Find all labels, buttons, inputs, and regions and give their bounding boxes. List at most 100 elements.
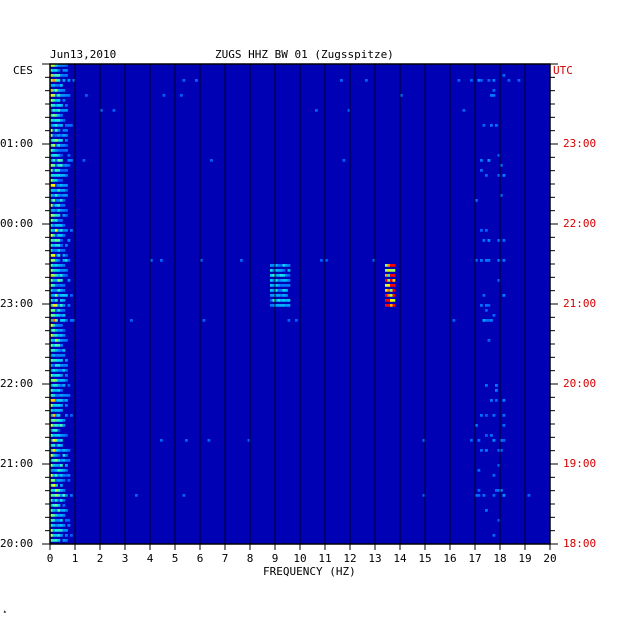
heatmap-cell (492, 314, 496, 317)
heatmap-cell (60, 74, 63, 77)
heatmap-cell (502, 239, 506, 242)
heatmap-cell (52, 519, 56, 522)
heatmap-cell (52, 414, 56, 417)
heatmap-cell (52, 324, 56, 327)
heatmap-cell (527, 494, 531, 497)
heatmap-cell (60, 434, 63, 437)
heatmap-cell (55, 244, 58, 247)
heatmap-cell (60, 319, 63, 322)
heatmap-cell (57, 339, 61, 342)
heatmap-cell (67, 154, 71, 157)
heatmap-cell (387, 269, 391, 272)
heatmap-cell (280, 279, 283, 282)
heatmap-cell (57, 494, 61, 497)
heatmap-cell (60, 314, 63, 317)
heatmap-cell (67, 94, 71, 97)
heatmap-cell (275, 284, 278, 287)
heatmap-cell (70, 494, 73, 497)
heatmap-cell (492, 474, 496, 477)
heatmap-cell (502, 294, 506, 297)
heatmap-cell (50, 469, 53, 472)
heatmap-cell (65, 459, 68, 462)
heatmap-cell (57, 224, 61, 227)
heatmap-cell (340, 79, 343, 82)
heatmap-cell (60, 449, 63, 452)
date-label: Jun13,2010 (50, 48, 117, 61)
heatmap-cell (282, 279, 286, 282)
heatmap-cell (480, 259, 483, 262)
heatmap-cell (57, 289, 61, 292)
heatmap-cell (62, 504, 66, 507)
heatmap-cell (55, 454, 58, 457)
heatmap-cell (65, 169, 68, 172)
heatmap-cell (65, 189, 68, 192)
heatmap-cell (475, 199, 478, 202)
heatmap-cell (150, 259, 153, 262)
heatmap-cell (57, 429, 61, 432)
heatmap-cell (52, 249, 56, 252)
heatmap-cell (57, 404, 61, 407)
heatmap-cell (50, 124, 53, 127)
heatmap-cell (50, 399, 53, 402)
heatmap-cell (55, 174, 58, 177)
heatmap-cell (275, 294, 278, 297)
x-tick-label: 8 (246, 552, 254, 565)
heatmap-cell (52, 419, 56, 422)
heatmap-cell (270, 269, 273, 272)
heatmap-cell (392, 294, 396, 297)
x-tick-label: 9 (271, 552, 279, 565)
heatmap-cell (50, 149, 53, 152)
heatmap-cell (60, 514, 63, 517)
heatmap-cell (275, 289, 278, 292)
heatmap-cell (57, 229, 61, 232)
heatmap-cell (60, 229, 63, 232)
heatmap-cell (495, 124, 498, 127)
heatmap-cell (50, 489, 53, 492)
heatmap-cell (50, 189, 53, 192)
heatmap-cell (60, 119, 63, 122)
heatmap-cell (490, 434, 493, 437)
right-time-label: 18:00 (563, 537, 597, 550)
heatmap-cell (50, 244, 53, 247)
heatmap-cell (390, 299, 393, 302)
heatmap-cell (50, 144, 53, 147)
heatmap-cell (57, 364, 61, 367)
heatmap-cell (477, 489, 481, 492)
heatmap-cell (60, 464, 63, 467)
heatmap-cell (55, 274, 58, 277)
heatmap-cell (52, 164, 56, 167)
heatmap-cell (287, 279, 291, 282)
heatmap-cell (52, 539, 56, 542)
heatmap-cell (57, 324, 61, 327)
heatmap-cell (65, 134, 68, 137)
heatmap-cell (392, 289, 396, 292)
heatmap-cell (50, 84, 53, 87)
heatmap-cell (55, 374, 58, 377)
heatmap-cell (502, 414, 506, 417)
heatmap-cell (280, 284, 283, 287)
heatmap-cell (477, 439, 481, 442)
heatmap-cell (57, 164, 61, 167)
heatmap-cell (60, 189, 63, 192)
heatmap-cell (60, 344, 63, 347)
heatmap-cell (65, 414, 68, 417)
heatmap-cell (282, 294, 286, 297)
heatmap-cell (52, 199, 56, 202)
heatmap-cell (60, 444, 63, 447)
heatmap-cell (50, 194, 53, 197)
x-tick-label: 10 (293, 552, 307, 565)
x-tick-label: 13 (368, 552, 382, 565)
heatmap-cell (62, 169, 66, 172)
heatmap-cell (52, 399, 56, 402)
heatmap-cell (55, 399, 58, 402)
axis-ticks (42, 63, 558, 550)
heatmap-cell (60, 294, 63, 297)
heatmap-cell (60, 109, 63, 112)
heatmap-cell (487, 159, 491, 162)
heatmap-cell (502, 74, 506, 77)
heatmap-cell (62, 284, 66, 287)
heatmap-cell (67, 79, 71, 82)
heatmap-cell (490, 399, 493, 402)
heatmap-cell (277, 264, 281, 267)
